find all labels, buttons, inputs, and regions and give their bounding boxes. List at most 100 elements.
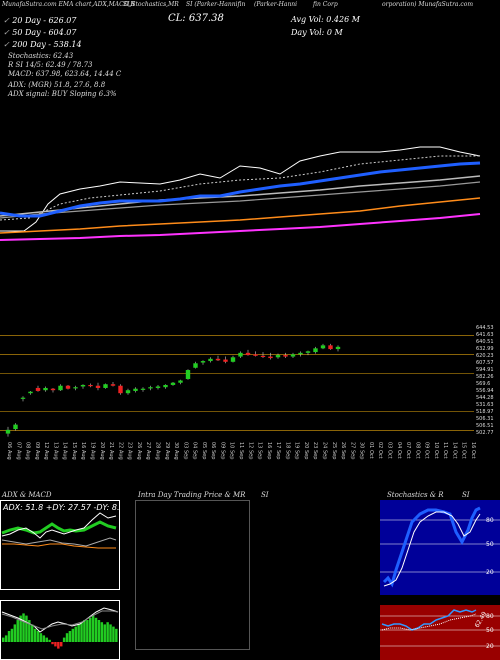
candle-body (260, 355, 266, 358)
candle-body (223, 359, 228, 362)
date-tick: 28 Aug (154, 442, 160, 460)
candle-body (170, 382, 176, 385)
date-tick: 07 Oct (405, 442, 411, 459)
date-tick: 07 Aug (15, 442, 21, 460)
price-tick: 544.28 (476, 395, 494, 401)
date-tick: 16 Oct (470, 442, 476, 459)
ema-gray1-line (0, 175, 481, 217)
date-tick: 14 Oct (451, 442, 457, 459)
rsi-blue-line (381, 609, 477, 631)
macd-bar (80, 622, 83, 642)
adx-green-line (1, 520, 117, 535)
date-tick: 10 Oct (433, 442, 439, 459)
date-tick: 21 Aug (108, 442, 114, 460)
date-tick: 06 Sep (210, 442, 216, 459)
dma50-label: ✓ 50 Day - 604.07 (3, 28, 76, 37)
macd-bar (86, 620, 89, 642)
stoch-bg (380, 500, 500, 595)
candle-body (5, 429, 11, 434)
price-tick: 632.99 (476, 346, 494, 352)
stoch-fill-line (382, 506, 481, 588)
macd-bar (71, 628, 75, 642)
price-tick: 594.91 (476, 367, 494, 373)
price-tick: 518.97 (476, 409, 494, 415)
date-tick: 30 Sep (359, 442, 365, 459)
macd-bar (97, 620, 101, 642)
date-tick: 26 Aug (136, 442, 142, 460)
rsi-tick-20: 20 (486, 643, 494, 650)
stoch-rsi-panel: 80 50 20 80 50 20 62.49 (380, 500, 500, 660)
price-tick: 556.94 (476, 388, 494, 394)
candle-body (155, 386, 161, 388)
dma20-marker: ✓ (3, 16, 10, 25)
intraday-frame (135, 500, 250, 650)
price-tick: 620.23 (476, 353, 494, 359)
price-tick: 640.51 (476, 339, 494, 345)
header-left: MunafaSutra.com EMA chart,ADX,MACD,R (2, 1, 135, 8)
candle-body (298, 352, 303, 355)
candle-body (290, 354, 296, 357)
date-tick: 06 Aug (6, 442, 12, 460)
date-tick: 26 Sep (340, 442, 346, 459)
header-right3: orporation) MunafaSutra.com (382, 1, 474, 8)
date-tick: 08 Aug (25, 442, 31, 460)
intraday-panel-si: SI (261, 491, 269, 499)
candle-body (178, 380, 183, 383)
dma50-value: 50 Day - 604.07 (12, 28, 77, 37)
candle-body (208, 358, 213, 362)
date-tick: 20 Sep (303, 442, 309, 459)
adx-values-text: ADX: 51.8 +DY: 27.57 -DY: 8.75 (2, 503, 120, 512)
macd-histogram (2, 613, 118, 649)
date-tick: 23 Aug (127, 442, 133, 460)
ema-blue-line (0, 161, 481, 218)
ema-gray2-line (0, 181, 481, 219)
macd-gray-line (1, 610, 119, 630)
candle-body (73, 387, 78, 389)
date-tick: 09 Sep (219, 442, 225, 459)
candle-body (110, 384, 116, 386)
date-tick: 13 Sep (257, 442, 263, 459)
price-tick: 582.26 (476, 374, 494, 380)
date-tick: 22 Aug (117, 442, 123, 460)
candle-body (268, 356, 273, 359)
macd-bar (68, 631, 72, 642)
adx-orange-line (2, 543, 116, 549)
dma200-label: ✓ 200 Day - 538.14 (3, 40, 82, 49)
macd-bar (60, 642, 63, 647)
intraday-panel-title: Intra Day Trading Price & MR (138, 491, 246, 499)
adx-gray-line (1, 537, 117, 547)
dma200-value: 200 Day - 538.14 (12, 40, 82, 49)
date-tick: 15 Oct (461, 442, 467, 459)
candle-body (65, 385, 71, 389)
candle-body (193, 363, 198, 368)
date-tick: 12 Aug (43, 442, 49, 460)
date-tick: 15 Aug (71, 442, 77, 460)
candle-body (35, 387, 41, 391)
macd-bar (16, 620, 19, 642)
dma20-value: 20 Day - 626.07 (12, 16, 77, 25)
date-tick: 01 Oct (368, 442, 374, 459)
price-tick: 607.57 (476, 360, 494, 366)
price-tick: 569.6 (476, 381, 490, 387)
candle-body (305, 351, 311, 353)
candle-body (313, 348, 318, 353)
candle-body (118, 385, 123, 394)
date-tick: 16 Aug (80, 442, 86, 460)
macd-bar (54, 642, 57, 647)
rsi-text: R SI 14/5: 62.49 / 78.73 (8, 61, 93, 69)
intraday-panel (135, 500, 250, 650)
stoch-panel-title: Stochastics & R (387, 491, 444, 499)
candlestick-chart: 644.53641.63640.51632.99620.23607.57594.… (0, 325, 494, 437)
macd-bar (45, 637, 48, 642)
adx-macd-panel: ADX: 51.8 +DY: 27.57 -DY: 8.75 (0, 500, 120, 660)
candle-body (133, 388, 138, 391)
candle-body (95, 385, 101, 388)
dma50-marker: ✓ (3, 28, 10, 37)
price-tick: 502.77 (476, 430, 494, 436)
header-mid: SI,Stochastics,MR (123, 1, 179, 8)
macd-bar (2, 637, 5, 642)
macd-bar (74, 626, 77, 642)
candle-body (125, 390, 131, 394)
ema-dotted-line (0, 155, 480, 221)
date-tick: 11 Oct (442, 442, 448, 459)
